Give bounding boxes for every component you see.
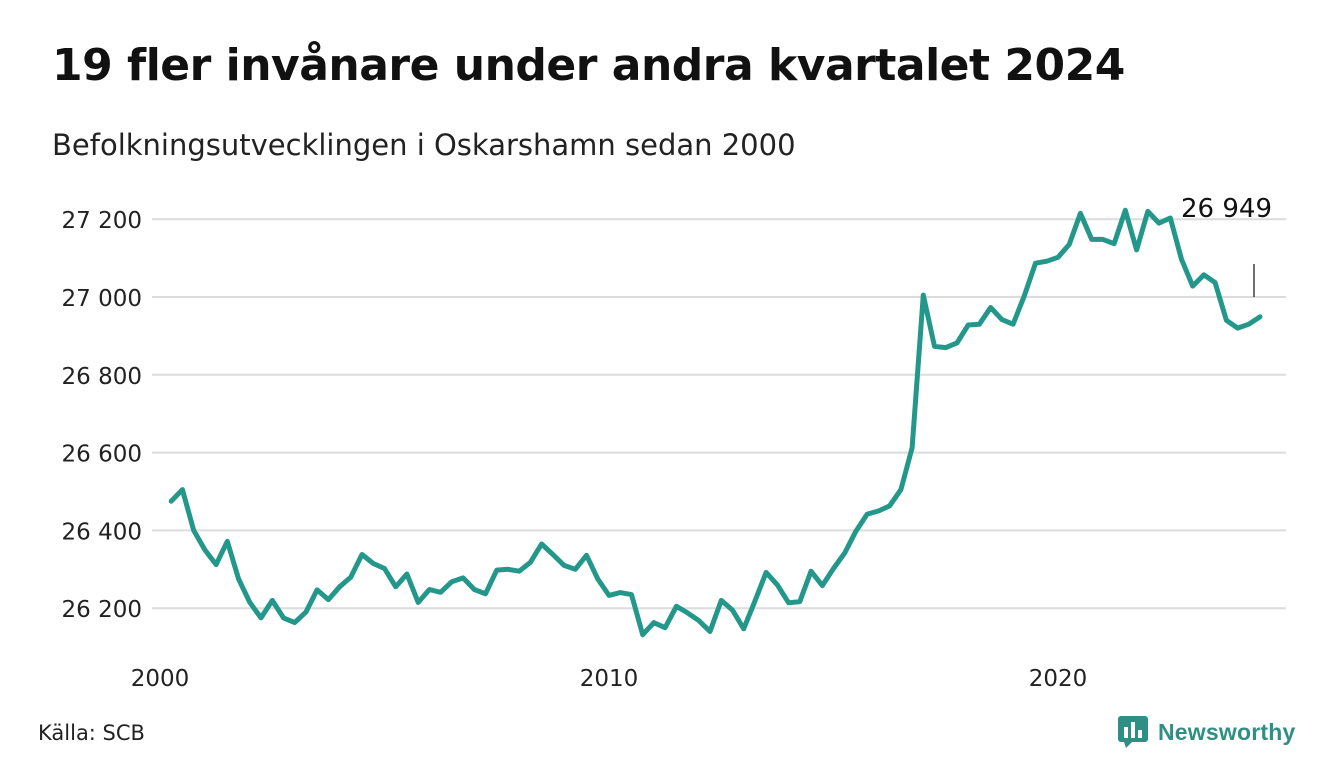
y-tick-label: 27 000	[62, 286, 142, 312]
y-tick-label: 26 400	[62, 519, 142, 545]
brand-name: Newsworthy	[1158, 718, 1296, 745]
y-tick-label: 26 800	[62, 364, 142, 390]
x-axis-labels: 2000 2010 2020	[131, 666, 1088, 692]
brand-logo: Newsworthy	[1118, 715, 1295, 749]
source-note: Källa: SCB	[38, 721, 145, 745]
y-axis-labels: 26 200 26 400 26 600 26 800 27 000 27 200	[62, 208, 142, 623]
y-tick-label: 27 200	[62, 208, 142, 234]
newsworthy-logo-icon	[1118, 716, 1148, 748]
chart-subtitle: Befolkningsutvecklingen i Oskarshamn sed…	[52, 128, 796, 162]
last-value-label: 26 949	[1181, 194, 1272, 224]
x-tick-label: 2000	[131, 666, 190, 692]
x-tick-label: 2020	[1029, 666, 1088, 692]
y-tick-label: 26 600	[62, 442, 142, 468]
y-gridlines	[152, 218, 1286, 610]
x-tick-label: 2010	[580, 666, 639, 692]
chart-title: 19 fler invånare under andra kvartalet 2…	[52, 40, 1125, 91]
population-line	[168, 207, 1263, 638]
y-tick-label: 26 200	[62, 597, 142, 623]
